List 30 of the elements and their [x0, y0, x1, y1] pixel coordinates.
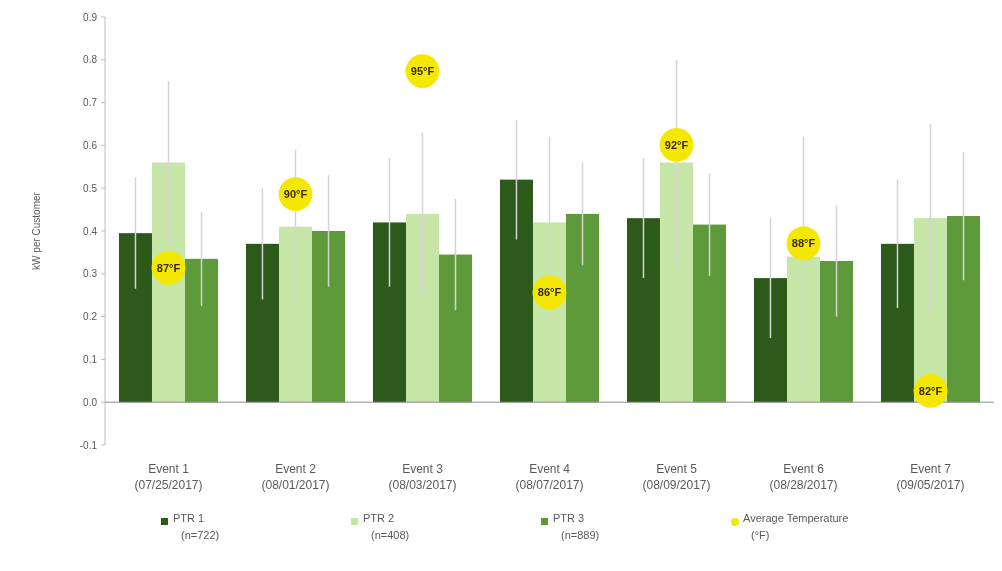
x-tick-label: Event 7 (09/05/2017) — [896, 462, 965, 492]
x-tick-label: Event 1 (07/25/2017) — [134, 462, 203, 492]
data-label: 92°F — [664, 138, 689, 151]
data-label: 86°F — [537, 286, 562, 299]
y-tick-label: 0.3 — [83, 268, 98, 280]
y-axis-title: kW per Customer — [31, 191, 42, 270]
x-tick-label: Event 3 (08/03/2017) — [388, 462, 457, 492]
y-tick-label: -0.1 — [79, 439, 98, 451]
data-label: 82°F — [918, 384, 943, 397]
x-tick-label: Event 6 (08/28/2017) — [769, 462, 838, 492]
legend-label: Average Temperature (°F) — [743, 512, 849, 541]
y-tick-label: 0.4 — [83, 225, 98, 237]
y-tick-label: 0.1 — [83, 353, 98, 365]
y-tick-label: 0.8 — [83, 54, 98, 66]
legend-label: PTR 2 (n=408) — [363, 512, 410, 541]
x-tick-label: Event 2 (08/01/2017) — [261, 462, 330, 492]
data-label: 87°F — [156, 261, 181, 274]
y-tick-label: 0.6 — [83, 139, 98, 151]
y-tick-label: 0.2 — [83, 311, 98, 323]
legend-label: PTR 3 (n=889) — [553, 512, 600, 541]
x-tick-label: Event 4 (08/07/2017) — [515, 462, 584, 492]
y-tick-label: 0.5 — [83, 182, 98, 194]
legend-label: PTR 1 (n=722) — [173, 512, 220, 541]
data-label: 88°F — [791, 237, 816, 250]
data-label: 95°F — [410, 64, 435, 77]
x-tick-label: Event 5 (08/09/2017) — [642, 462, 711, 492]
y-tick-label: 0.0 — [83, 396, 98, 408]
y-tick-label: 0.7 — [83, 97, 98, 109]
data-label: 90°F — [283, 187, 308, 200]
y-tick-label: 0.9 — [83, 11, 98, 23]
